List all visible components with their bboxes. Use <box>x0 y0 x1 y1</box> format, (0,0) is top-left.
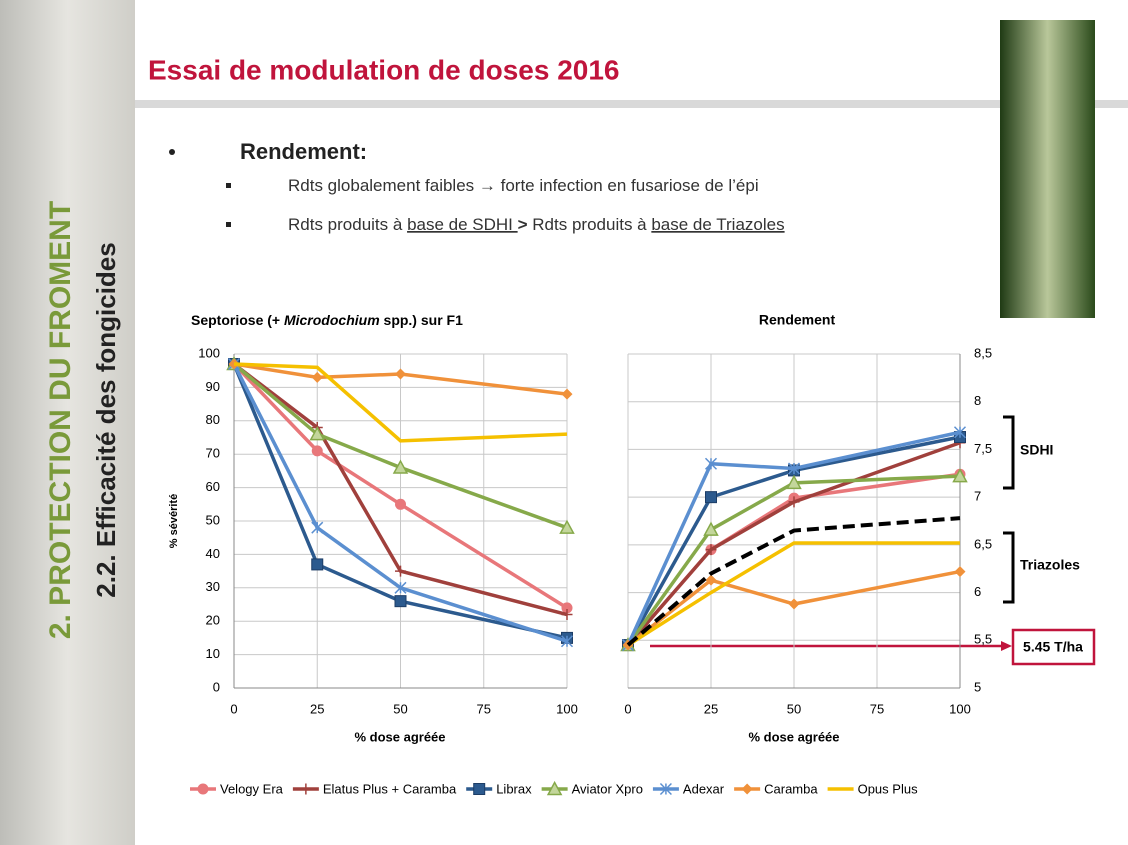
title-rule <box>135 100 1128 108</box>
y-tick-label: 5 <box>974 679 981 694</box>
x-tick-label: 100 <box>949 701 971 716</box>
bullet-dot <box>169 149 175 155</box>
annotation: 5.45 T/ha <box>1023 639 1083 655</box>
x-tick-label: 75 <box>870 701 884 716</box>
x-tick-label: 100 <box>556 701 578 716</box>
annotation: SDHI <box>1020 442 1053 458</box>
legend-label: Aviator Xpro <box>572 781 643 796</box>
slide-title: Essai de modulation de doses 2016 <box>148 54 620 85</box>
legend-marker <box>474 784 485 795</box>
text: Septoriose (+ <box>191 312 284 328</box>
y-tick-label: 10 <box>206 646 220 661</box>
y-tick-label: 60 <box>206 479 220 494</box>
legend-label: Opus Plus <box>858 781 918 796</box>
x-tick-label: 0 <box>624 701 631 716</box>
x-axis-label: % dose agréée <box>748 729 839 744</box>
y-tick-label: 8 <box>974 393 981 408</box>
marker <box>706 492 717 503</box>
chart-title: Rendement <box>759 312 836 328</box>
side-title: 2. PROTECTION DU FROMENT <box>44 201 77 639</box>
text: Rdts produits à <box>532 215 651 234</box>
legend-label: Caramba <box>764 781 818 796</box>
side-subtitle: 2.2. Efficacité des fongicides <box>91 242 121 597</box>
legend-label: Librax <box>496 781 532 796</box>
y-tick-label: 0 <box>213 679 220 694</box>
x-tick-label: 25 <box>704 701 718 716</box>
y-tick-label: 6 <box>974 584 981 599</box>
x-tick-label: 75 <box>477 701 491 716</box>
x-tick-label: 50 <box>787 701 801 716</box>
text: spp.) sur F1 <box>380 312 463 328</box>
marker <box>395 499 406 510</box>
y-tick-label: 50 <box>206 512 220 527</box>
x-tick-label: 25 <box>310 701 324 716</box>
x-tick-label: 50 <box>393 701 407 716</box>
slide: Essai de modulation de doses 2016 2. PRO… <box>0 0 1128 845</box>
y-tick-label: 8,5 <box>974 345 992 360</box>
y-tick-label: 7 <box>974 489 981 504</box>
bullet-dot <box>226 222 231 227</box>
y-tick-label: 5,5 <box>974 632 992 647</box>
wheat-photo <box>1000 20 1095 318</box>
sub-bullet: Rdts globalement faibles → forte infecti… <box>288 176 759 195</box>
legend-label: Elatus Plus + Caramba <box>323 781 457 796</box>
text: base de Triazoles <box>651 215 784 234</box>
y-tick-label: 70 <box>206 446 220 461</box>
annotation: Triazoles <box>1020 557 1080 573</box>
y-tick-label: 30 <box>206 579 220 594</box>
y-tick-label: 80 <box>206 412 220 427</box>
y-tick-label: 20 <box>206 613 220 628</box>
marker <box>312 445 323 456</box>
y-tick-label: 6,5 <box>974 536 992 551</box>
text: Microdochium <box>284 312 380 328</box>
x-tick-label: 0 <box>230 701 237 716</box>
legend-label: Adexar <box>683 781 725 796</box>
text: Rdts produits à <box>288 215 407 234</box>
legend-label: Velogy Era <box>220 781 284 796</box>
y-tick-label: 100 <box>198 345 220 360</box>
y-tick-label: 90 <box>206 379 220 394</box>
chart-title: Septoriose (+ Microdochium spp.) sur F1 <box>191 312 463 328</box>
y-axis-label: % sévérité <box>168 494 180 548</box>
text: > <box>518 215 533 234</box>
y-tick-label: 7,5 <box>974 441 992 456</box>
bullet-dot <box>226 183 231 188</box>
legend-marker <box>198 784 209 795</box>
text: Rdts globalement faibles → forte infecti… <box>288 176 759 195</box>
x-axis-label: % dose agréée <box>354 729 445 744</box>
text: base de SDHI <box>407 215 518 234</box>
marker <box>312 559 323 570</box>
background <box>0 0 1128 845</box>
y-tick-label: 40 <box>206 546 220 561</box>
marker <box>395 596 406 607</box>
sub-bullet: Rdts produits à base de SDHI > Rdts prod… <box>288 215 785 234</box>
bullet: Rendement: <box>240 139 367 164</box>
